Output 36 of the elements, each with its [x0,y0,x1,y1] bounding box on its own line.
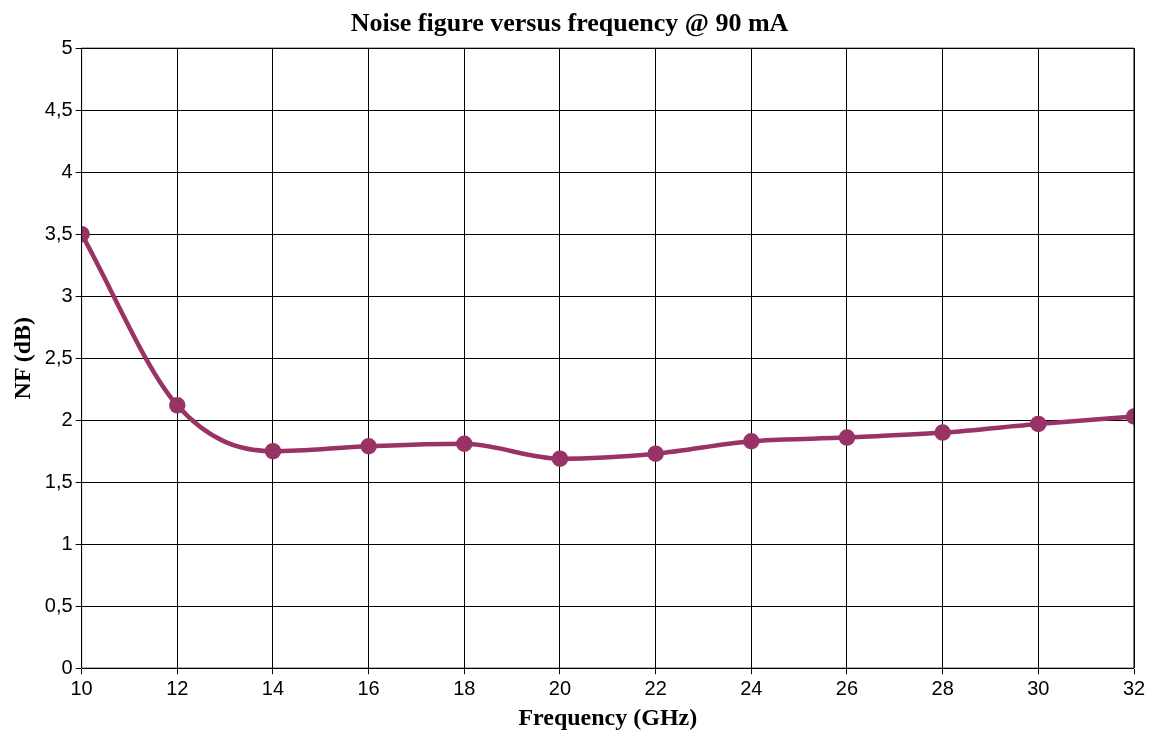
x-axis-title: Frequency (GHz) [518,703,698,730]
y-tick-label: 2 [61,407,73,430]
x-tick-label: 20 [548,676,572,699]
y-tick-label: 1,5 [44,469,73,492]
chart-title: Noise figure versus frequency @ 90 mA [350,8,789,38]
y-tick-label: 2,5 [44,345,73,368]
point [647,445,664,462]
y-tick-label: 0,5 [44,593,73,616]
y-tick-label: 0 [61,655,73,678]
x-tick-label: 14 [261,676,285,699]
x-tick-label: 26 [835,676,859,699]
y-tick-label: 3 [61,283,73,306]
point [169,397,186,414]
x-tick-label: 22 [644,676,667,699]
y-tick-label: 1 [61,531,73,554]
point [934,424,951,441]
x-tick-label: 10 [70,676,93,699]
y-tick-label: 5 [61,35,73,58]
y-tick-label: 3,5 [44,221,73,244]
point [264,442,282,460]
x-tick-label: 24 [740,676,763,699]
point [1030,415,1047,433]
x-tick-label: 32 [1122,676,1146,699]
point [551,450,569,467]
y-axis-title: NF (dB) [8,316,35,400]
point [456,435,473,453]
y-tick-label: 4 [61,159,73,182]
point [743,433,760,450]
point [360,437,377,455]
x-tick-label: 28 [931,676,954,699]
x-tick-label: 12 [166,676,189,699]
y-tick-label: 4,5 [44,97,73,120]
point [838,429,856,446]
x-tick-label: 16 [357,676,380,699]
x-tick-label: 18 [453,676,476,699]
x-tick-label: 30 [1027,676,1050,699]
